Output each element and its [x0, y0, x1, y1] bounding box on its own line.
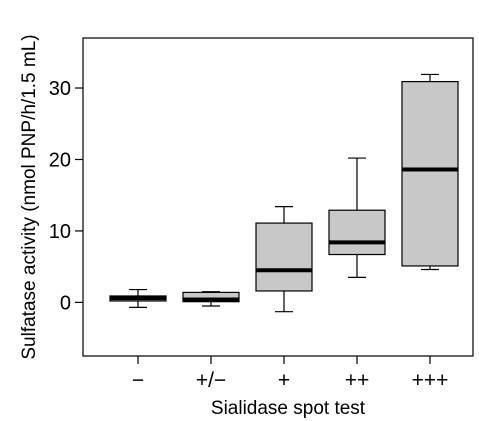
box-4	[328, 157, 386, 278]
x-axis-category-labels: − +/− + ++ +++	[132, 356, 449, 392]
x-category-label: ++	[345, 369, 370, 392]
y-axis-title: Sulfatase activity (nmol PNP/h/1.5 mL)	[19, 34, 40, 359]
x-category-label: +	[278, 369, 290, 392]
y-tick-label: 30	[49, 78, 71, 100]
x-axis-title: Sialidase spot test	[211, 398, 366, 419]
y-axis-ticks: 0 10 20 30	[49, 78, 83, 314]
y-tick-label: 10	[49, 221, 71, 243]
y-tick-label: 20	[49, 149, 71, 171]
x-category-label: +/−	[196, 369, 226, 392]
x-category-label: +++	[412, 369, 449, 392]
box-1	[109, 288, 167, 309]
interquartile-box	[401, 80, 459, 267]
box-3	[255, 206, 313, 313]
interquartile-box	[328, 209, 386, 256]
box-5	[401, 73, 459, 271]
box-series	[109, 73, 459, 313]
box-2	[182, 291, 240, 307]
x-category-label: −	[132, 369, 144, 392]
y-tick-label: 0	[60, 292, 71, 314]
plot-frame	[82, 37, 474, 357]
interquartile-box	[255, 222, 313, 292]
interquartile-box	[182, 291, 240, 303]
